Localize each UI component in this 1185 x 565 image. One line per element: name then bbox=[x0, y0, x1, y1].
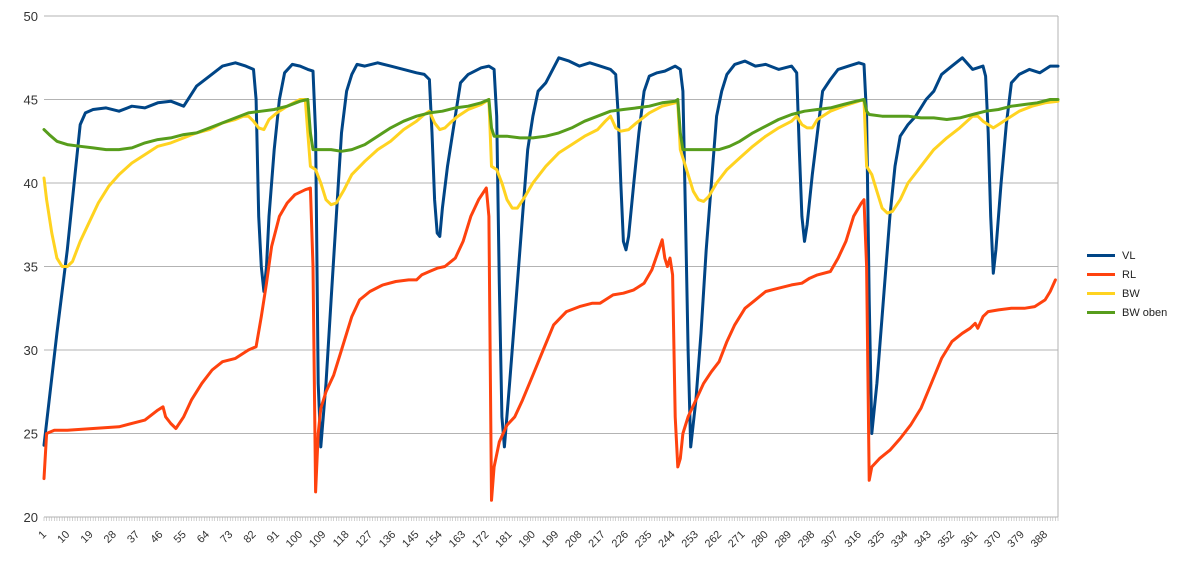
legend-swatch bbox=[1087, 292, 1115, 295]
x-tick-label: 208 bbox=[563, 529, 584, 550]
y-tick-label: 25 bbox=[24, 427, 38, 442]
y-tick-label: 30 bbox=[24, 343, 38, 358]
grid-lines bbox=[44, 15, 1059, 518]
x-tick-label: 343 bbox=[912, 529, 933, 550]
x-tick-label: 91 bbox=[265, 529, 282, 546]
x-tick-label: 262 bbox=[703, 529, 724, 550]
series-lines bbox=[42, 56, 1060, 502]
x-tick-label: 307 bbox=[819, 529, 840, 550]
legend-label: BW oben bbox=[1122, 306, 1168, 319]
y-tick-label: 35 bbox=[24, 260, 38, 275]
x-tick-label: 154 bbox=[423, 529, 444, 550]
x-tick-label: 289 bbox=[773, 529, 794, 550]
x-tick-label: 1 bbox=[36, 529, 49, 542]
x-tick-label: 100 bbox=[284, 529, 305, 550]
x-tick-label: 226 bbox=[610, 529, 631, 550]
x-tick-label: 64 bbox=[195, 529, 212, 546]
legend-label: RL bbox=[1122, 268, 1137, 281]
y-tick-label: 40 bbox=[24, 176, 38, 191]
x-tick-label: 172 bbox=[470, 529, 491, 550]
x-tick-label: 370 bbox=[982, 529, 1003, 550]
x-tick-label: 28 bbox=[102, 529, 119, 546]
legend-label: BW bbox=[1122, 287, 1140, 300]
y-tick-label: 45 bbox=[24, 93, 38, 108]
legend: VL RL BW BW oben bbox=[1087, 246, 1167, 322]
x-tick-label: 325 bbox=[866, 529, 887, 550]
series-line-rl bbox=[42, 186, 1057, 502]
x-tick-label: 298 bbox=[796, 529, 817, 550]
x-tick-label: 280 bbox=[749, 529, 770, 550]
legend-label: VL bbox=[1122, 249, 1136, 262]
x-tick-label: 271 bbox=[726, 529, 747, 550]
y-tick-label: 50 bbox=[24, 9, 38, 24]
x-tick-label: 37 bbox=[125, 529, 142, 546]
x-tick-label: 379 bbox=[1005, 529, 1026, 550]
legend-item: VL bbox=[1087, 246, 1167, 265]
x-tick-label: 361 bbox=[959, 529, 980, 550]
x-tick-label: 388 bbox=[1029, 529, 1050, 550]
x-tick-label: 334 bbox=[889, 529, 910, 550]
x-tick-label: 55 bbox=[172, 529, 189, 546]
x-axis-ticks: 1 10 19 28 37 46 55 64 73 82 91 100 109 118 127 136 145 1… bbox=[36, 517, 1059, 550]
x-tick-label: 235 bbox=[633, 529, 654, 550]
x-tick-label: 316 bbox=[842, 529, 863, 550]
y-axis-ticks: 20 25 30 35 40 45 50 bbox=[24, 9, 38, 525]
legend-swatch bbox=[1087, 254, 1115, 257]
legend-item: BW oben bbox=[1087, 303, 1167, 322]
x-tick-label: 118 bbox=[331, 529, 352, 550]
series-line-bw-oben bbox=[42, 98, 1060, 153]
series-line-vl bbox=[42, 56, 1060, 449]
legend-item: BW bbox=[1087, 284, 1167, 303]
legend-item: RL bbox=[1087, 265, 1167, 284]
x-tick-label: 82 bbox=[241, 529, 258, 546]
x-tick-label: 163 bbox=[447, 529, 468, 550]
x-tick-label: 190 bbox=[517, 529, 538, 550]
x-tick-label: 244 bbox=[656, 529, 677, 550]
x-tick-label: 136 bbox=[377, 529, 398, 550]
x-tick-label: 10 bbox=[55, 529, 72, 546]
x-tick-label: 199 bbox=[540, 529, 561, 550]
x-tick-label: 73 bbox=[218, 529, 235, 546]
x-tick-label: 109 bbox=[307, 529, 328, 550]
x-tick-label: 145 bbox=[400, 529, 421, 550]
legend-swatch bbox=[1087, 311, 1115, 314]
x-tick-label: 181 bbox=[493, 529, 514, 550]
x-tick-label: 127 bbox=[354, 529, 375, 550]
x-tick-label: 46 bbox=[148, 529, 165, 546]
y-tick-label: 20 bbox=[24, 510, 38, 525]
x-tick-label: 352 bbox=[936, 529, 957, 550]
x-tick-label: 19 bbox=[79, 529, 96, 546]
legend-swatch bbox=[1087, 273, 1115, 276]
x-tick-label: 253 bbox=[680, 529, 701, 550]
x-tick-label: 217 bbox=[586, 529, 607, 550]
